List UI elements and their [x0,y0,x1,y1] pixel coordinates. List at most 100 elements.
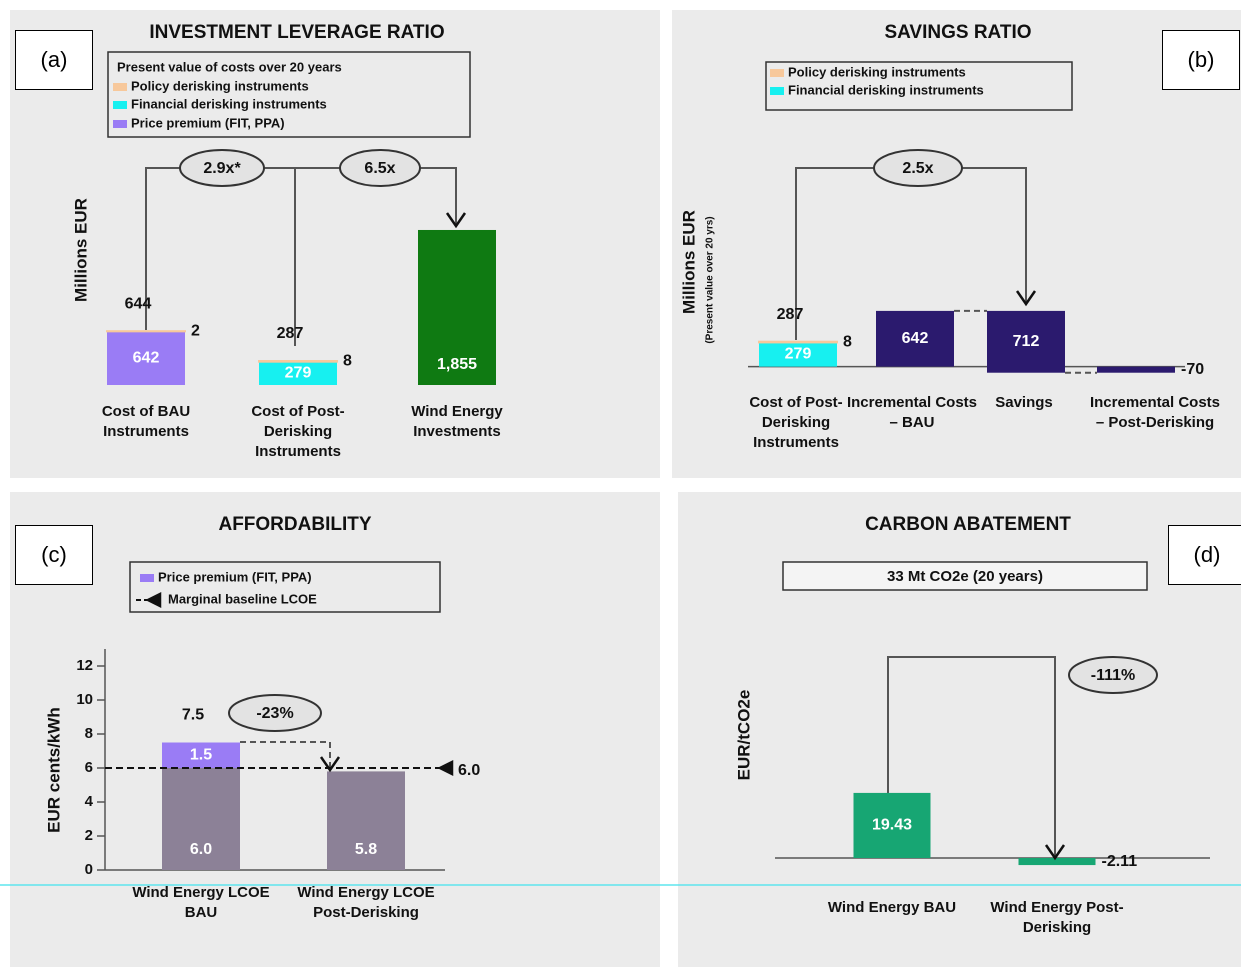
x-tick-label: Wind Energy Post-Derisking [990,899,1124,936]
arrow-head [319,756,341,773]
x-tick-label: Savings [995,394,1053,411]
legend-box [129,561,441,613]
annotation-ellipse [179,149,265,187]
y-axis-label: EUR/tCO2e [734,690,753,781]
value-label: 1,855 [437,356,477,373]
annotation: 2.9x* [203,160,241,177]
panel-label: (c) [15,525,93,585]
annotation: -23% [256,705,293,722]
y-tick-label: 10 [76,691,93,708]
bar-segment [327,771,405,870]
legend-swatch [140,574,154,582]
value-label: 19.43 [872,817,912,834]
legend-title: Present value of costs over 20 years [117,59,342,74]
x-tick-label: Wind Energy BAU [827,899,957,916]
bar-segment [853,792,931,858]
total-label: 287 [777,306,804,323]
legend-label: Price premium (FIT, PPA) [131,115,285,130]
panel-label: (b) [1162,30,1240,90]
y-tick-label: 6 [85,759,93,776]
connector [887,656,1056,858]
bar-segment [162,768,240,870]
value-label: 642 [133,349,160,366]
value-label: 8 [343,353,352,370]
annotation-ellipse [228,694,322,732]
bar-segment [259,361,337,385]
annotation-ellipse [873,149,963,187]
x-tick-label: Wind Energy LCOE BAU [132,884,270,921]
total-label: 7.5 [182,707,204,724]
legend-label: Marginal baseline LCOE [168,591,317,606]
y-tick-label: 2 [85,827,93,844]
bar-segment [1018,858,1096,866]
y-axis-label: Millions EUR [71,198,90,302]
y-tick-label: 4 [85,793,94,810]
arrow-head [437,759,454,777]
value-label: 1.5 [190,746,212,763]
chart-title: CARBON ABATEMENT [865,514,1071,535]
arrow-head [445,212,467,229]
y-axis-sublabel: (Present value over 20 yrs) [705,216,716,343]
chart-title: SAVINGS RATIO [884,22,1031,43]
value-label: 279 [285,365,312,382]
bar-segment [107,331,185,385]
x-tick-label: Cost of BAU Instruments [101,403,191,440]
arrow-head [1015,290,1037,307]
annotation: 6.5x [364,160,395,177]
value-label: 642 [902,330,929,347]
bar-segment [758,340,838,344]
legend-swatch [113,83,127,91]
subtitle-box [782,561,1148,591]
connector [145,167,457,330]
annotation-ellipse [339,149,421,187]
connector [240,741,331,770]
y-axis-label: Millions EUR [679,210,698,314]
legend-box [107,51,471,138]
legend-label: Financial derisking instruments [788,82,984,97]
bar-segment [258,360,338,363]
legend-swatch [770,69,784,77]
y-tick-label: 12 [76,657,93,674]
legend-label: Price premium (FIT, PPA) [158,569,312,584]
bar-segment [162,742,240,768]
value-label: 8 [843,333,852,350]
baseline-label: 6.0 [458,762,480,779]
chart-title: INVESTMENT LEVERAGE RATIO [149,22,444,43]
total-label: 644 [125,295,152,312]
bar-segment [876,310,954,367]
value-label: 2 [191,322,200,339]
x-tick-label: Incremental Costs – BAU [846,394,978,431]
legend-swatch [113,120,127,128]
value-label: -70 [1181,361,1204,378]
bar-segment [1097,366,1175,373]
y-tick-label: 8 [85,725,93,742]
bar-segment [987,310,1065,373]
legend-swatch [113,101,127,109]
bar-segment [418,229,496,385]
bar-segment [759,342,837,367]
chart-title: AFFORDABILITY [218,514,371,535]
value-label: 5.8 [355,841,377,858]
legend-label: Policy derisking instruments [131,78,309,93]
value-label: -2.11 [1102,853,1138,870]
legend-label: Policy derisking instruments [788,64,966,79]
legend-label: Financial derisking instruments [131,96,327,111]
x-tick-label: Wind Energy LCOE Post-Derisking [297,884,435,921]
annotation-ellipse [1068,656,1158,694]
x-tick-label: Incremental Costs – Post-Derisking [1089,394,1221,431]
annotation: 2.5x [902,160,933,177]
value-label: 712 [1013,333,1040,350]
x-tick-label: Cost of Post-Derisking Instruments [749,394,843,451]
panel-label: (d) [1168,525,1241,585]
legend-box [765,61,1073,111]
x-tick-label: Wind Energy Investments [411,403,503,440]
panel-label: (a) [15,30,93,90]
x-tick-label: Cost of Post-Derisking Instruments [251,403,345,460]
legend-swatch [770,87,784,95]
arrow-head [145,591,162,609]
y-axis-label: EUR cents/kWh [44,707,63,833]
value-label: 6.0 [190,841,212,858]
annotation: -111% [1091,667,1135,684]
